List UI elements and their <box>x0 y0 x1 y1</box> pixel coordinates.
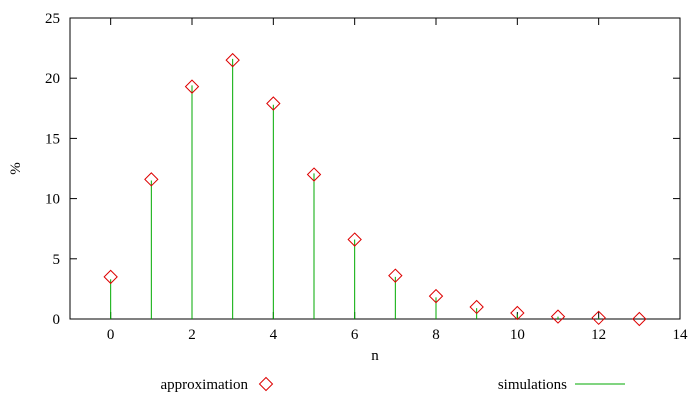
approximation-point <box>103 269 118 285</box>
x-tick-label: 6 <box>351 327 359 343</box>
legend-marker-approximation <box>258 376 274 392</box>
approximation-point <box>469 299 484 315</box>
approximation-point <box>428 288 444 304</box>
approximation-point <box>144 172 159 187</box>
y-tick-label: 25 <box>45 11 60 27</box>
x-tick-label: 10 <box>510 327 525 343</box>
approximation-point <box>306 167 322 182</box>
approximation-point <box>266 96 281 111</box>
x-tick-label: 0 <box>107 327 115 343</box>
y-tick-label: 0 <box>53 312 61 328</box>
approximation-point <box>347 232 362 247</box>
approximation-point <box>184 79 200 94</box>
y-tick-label: 5 <box>53 252 61 268</box>
approximation-point <box>550 309 566 324</box>
y-axis-label: % <box>8 162 24 175</box>
y-tick-label: 15 <box>45 131 60 147</box>
legend: approximation simulations <box>161 376 625 393</box>
x-tick-label: 14 <box>673 327 689 343</box>
approximation-point <box>225 52 240 68</box>
approximation-point <box>632 311 647 327</box>
approximation-point <box>591 310 606 326</box>
x-tick-label: 12 <box>591 327 606 343</box>
approximation-point <box>388 268 403 283</box>
x-axis-label: n <box>371 348 379 364</box>
legend-label-simulations: simulations <box>498 377 567 393</box>
x-tick-label: 2 <box>188 327 196 343</box>
y-tick-label: 10 <box>45 192 60 208</box>
x-tick-label: 4 <box>270 327 278 343</box>
y-tick-label: 20 <box>45 71 60 87</box>
plot-area: 0 2 4 6 8 10 12 14 0 5 10 15 20 25 n% <box>8 11 688 364</box>
x-tick-label: 8 <box>432 327 440 343</box>
plot-frame <box>69 17 681 320</box>
approximation-point <box>510 305 525 321</box>
legend-label-approximation: approximation <box>161 377 249 393</box>
